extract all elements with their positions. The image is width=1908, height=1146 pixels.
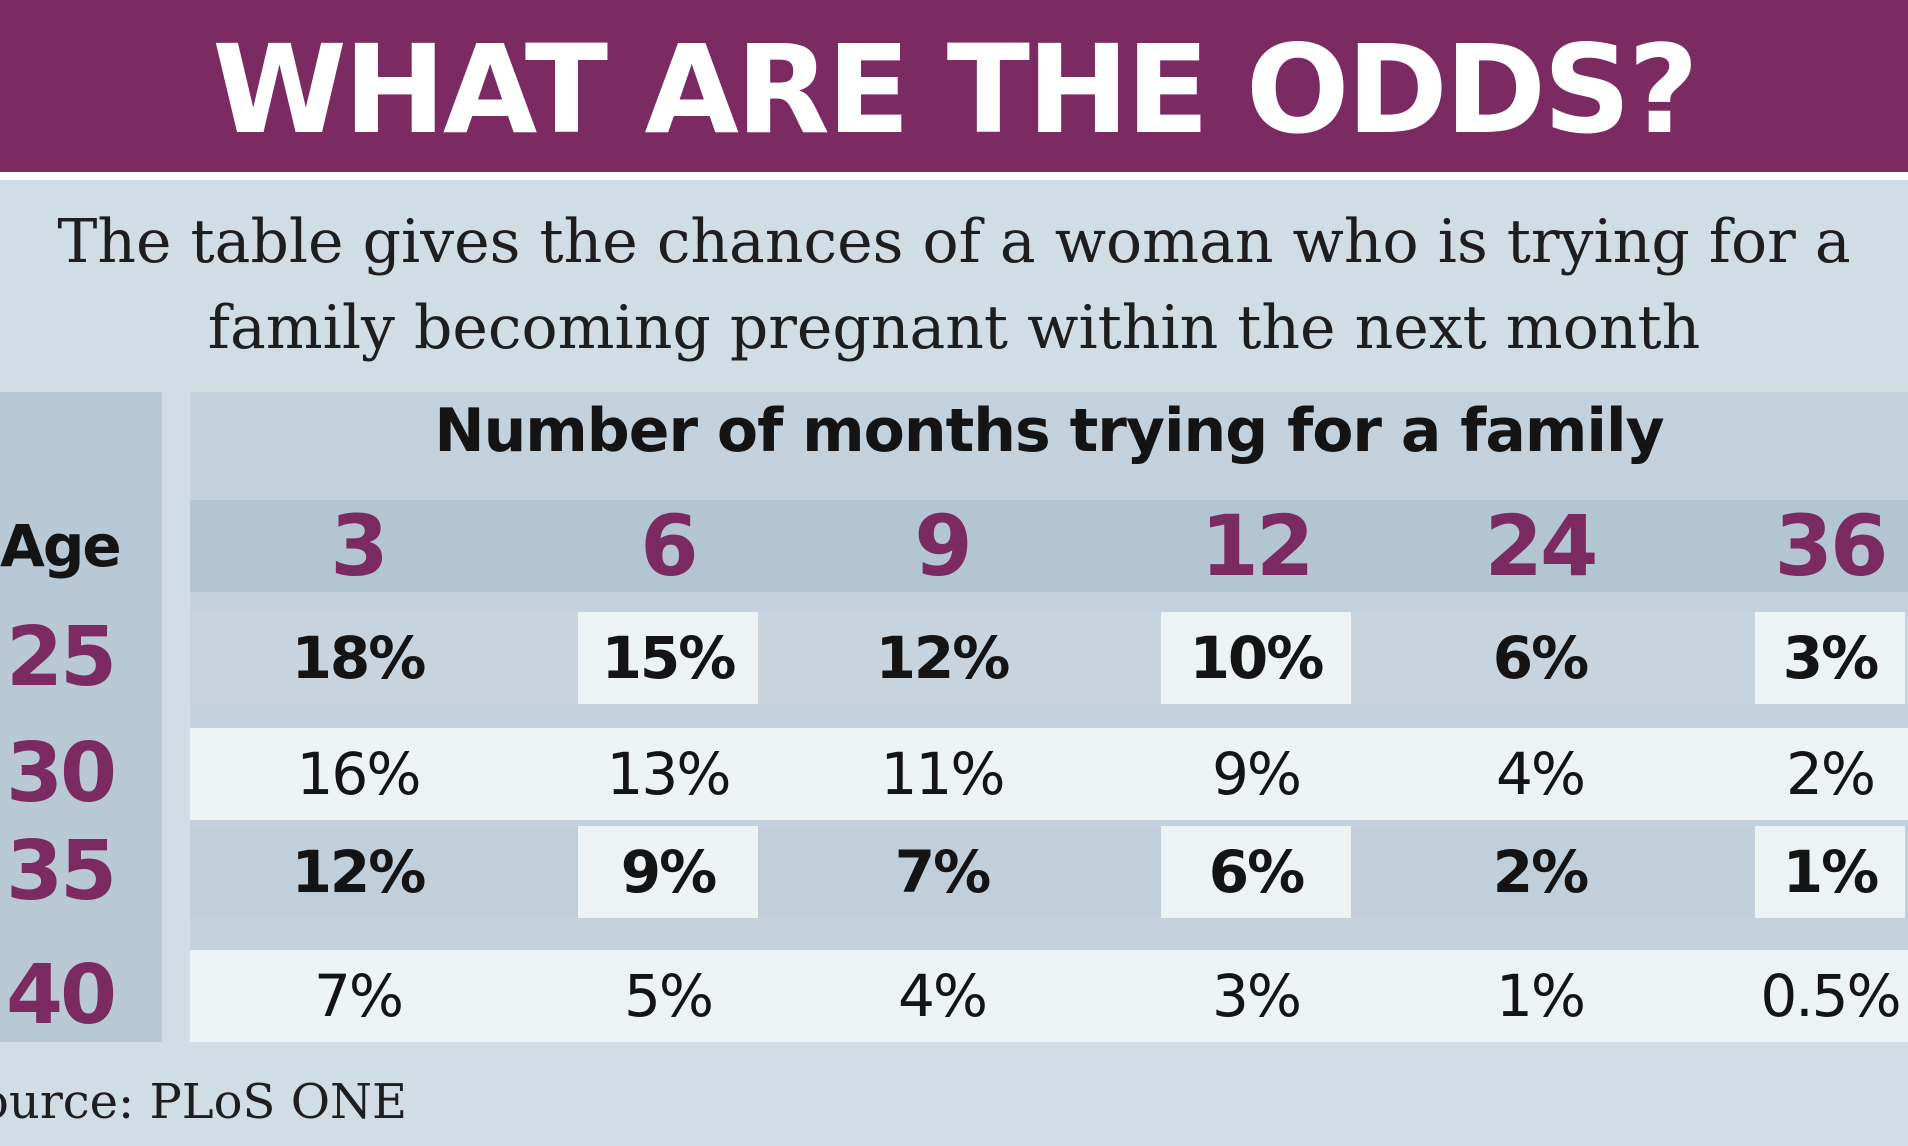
subtitle-line-2: family becoming pregnant within the next…: [207, 293, 1701, 363]
age-column-panel: [0, 392, 162, 1042]
month-header-3: 3: [330, 497, 388, 595]
table-panel: [190, 392, 1908, 1042]
table-cell: 1%: [1755, 826, 1905, 918]
month-header-12: 12: [1200, 497, 1315, 595]
table-cell: 13%: [606, 740, 732, 808]
title-divider: [0, 172, 1908, 180]
age-label-35: 35: [6, 824, 117, 919]
subtitle-line-1: The table gives the chances of a woman w…: [57, 207, 1851, 277]
table-cell: 10%: [1161, 612, 1351, 704]
table-cell: 2%: [1785, 740, 1876, 808]
table-cell: 12%: [291, 838, 427, 906]
table-row-band: [190, 826, 1908, 918]
table-cell: 0.5%: [1760, 962, 1901, 1030]
table-cell: 3%: [1755, 612, 1905, 704]
table-cell: 1%: [1440, 950, 1640, 1042]
month-header-6: 6: [640, 497, 698, 595]
column-header-band: [190, 500, 1908, 592]
table-cell: 2%: [1492, 838, 1589, 906]
table-cell: 6%: [1492, 624, 1589, 692]
table-cell: 16%: [296, 740, 422, 808]
table-cell: 6%: [1161, 826, 1351, 918]
column-group-label: Number of months trying for a family: [434, 396, 1664, 466]
table-cell: 4%: [1440, 728, 1640, 820]
page-title: WHAT ARE THE ODDS?: [0, 0, 1908, 172]
table-cell: 5%: [623, 962, 714, 1030]
table-cell: 7%: [894, 838, 991, 906]
month-header-24: 24: [1484, 497, 1599, 595]
source-credit: ource: PLoS ONE: [0, 1074, 408, 1130]
age-label-25: 25: [6, 610, 117, 705]
table-cell: 12%: [875, 624, 1011, 692]
table-cell: 18%: [291, 624, 427, 692]
month-header-9: 9: [914, 497, 972, 595]
table-cell: 9%: [1211, 740, 1302, 808]
row-header-label: Age: [0, 512, 122, 580]
month-header-36: 36: [1774, 497, 1889, 595]
table-cell: 9%: [578, 826, 758, 918]
age-label-40: 40: [6, 948, 117, 1043]
table-cell: 7%: [313, 962, 404, 1030]
table-cell: 4%: [842, 950, 1042, 1042]
table-cell: 11%: [842, 728, 1042, 820]
table-row-band: [190, 612, 1908, 704]
table-cell: 3%: [1211, 962, 1302, 1030]
age-label-30: 30: [6, 726, 117, 821]
table-cell: 15%: [578, 612, 758, 704]
